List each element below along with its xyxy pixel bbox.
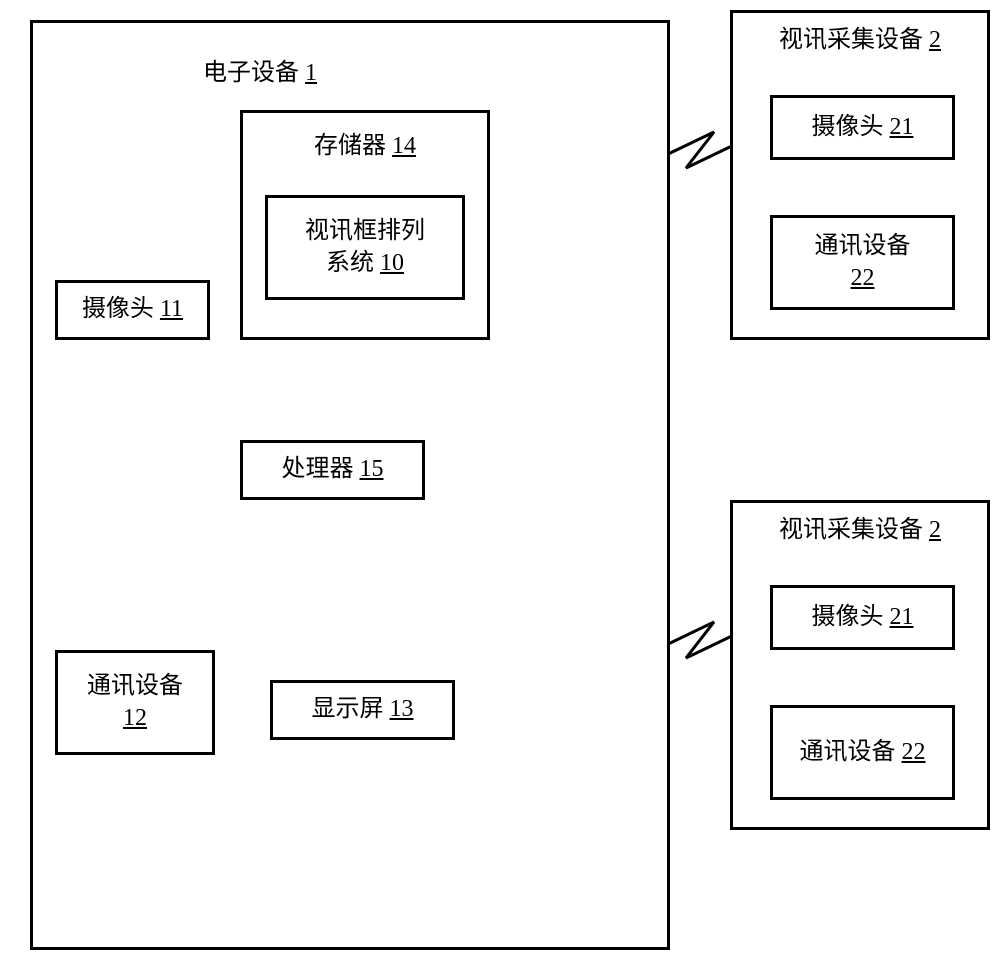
collector-1-comm-box: 通讯设备 22 [770, 705, 955, 800]
c0-cam-ref: 21 [890, 114, 914, 140]
collector-1-ref: 2 [929, 517, 941, 543]
processor-text: 处理器 [282, 456, 354, 482]
system-ref: 10 [380, 250, 404, 276]
collector-0-ref: 2 [929, 27, 941, 53]
c0-cam-text: 摄像头 [812, 114, 884, 140]
camera-11-text: 摄像头 [82, 296, 154, 322]
c1-comm-ref: 22 [902, 739, 926, 765]
system-l2: 系统 [326, 250, 374, 276]
main-title-ref: 1 [305, 60, 317, 86]
c0-comm-ref: 22 [851, 265, 875, 291]
collector-0-text: 视讯采集设备 [779, 27, 923, 53]
memory-text: 存储器 [314, 133, 386, 159]
collector-0-comm-box: 通讯设备 22 [770, 215, 955, 310]
c1-cam-text: 摄像头 [812, 604, 884, 630]
c0-comm-text: 通讯设备 [815, 233, 911, 259]
memory-ref: 14 [392, 133, 416, 159]
display-ref: 13 [390, 696, 414, 722]
collector-0-camera-box: 摄像头 21 [770, 95, 955, 160]
collector-1-camera-label: 摄像头 21 [812, 602, 914, 633]
display-label: 显示屏 13 [312, 694, 414, 725]
collector-0-title: 视讯采集设备 2 [779, 25, 941, 56]
collector-1-camera-box: 摄像头 21 [770, 585, 955, 650]
display-box: 显示屏 13 [270, 680, 455, 740]
collector-0-camera-label: 摄像头 21 [812, 112, 914, 143]
electronic-device-title: 电子设备 1 [203, 58, 317, 89]
main-title-text: 电子设备 [203, 60, 299, 86]
c1-cam-ref: 21 [890, 604, 914, 630]
comm-12-label: 通讯设备 12 [87, 671, 183, 733]
video-frame-system-box: 视讯框排列 系统 10 [265, 195, 465, 300]
camera-11-label: 摄像头 11 [82, 294, 183, 325]
system-l1: 视讯框排列 [305, 218, 425, 244]
system-label: 视讯框排列 系统 10 [305, 216, 425, 278]
display-text: 显示屏 [312, 696, 384, 722]
comm-device-12-box: 通讯设备 12 [55, 650, 215, 755]
collector-1-comm-label: 通讯设备 22 [800, 737, 926, 768]
processor-label: 处理器 15 [282, 454, 384, 485]
comm-12-text: 通讯设备 [87, 673, 183, 699]
camera-11-ref: 11 [160, 296, 183, 322]
camera-11-box: 摄像头 11 [55, 280, 210, 340]
comm-12-ref: 12 [123, 705, 147, 731]
collector-1-text: 视讯采集设备 [779, 517, 923, 543]
processor-box: 处理器 15 [240, 440, 425, 500]
collector-1-title: 视讯采集设备 2 [779, 515, 941, 546]
memory-label: 存储器 14 [314, 131, 416, 162]
collector-0-comm-label: 通讯设备 22 [815, 231, 911, 293]
c1-comm-text: 通讯设备 [800, 739, 896, 765]
processor-ref: 15 [360, 456, 384, 482]
